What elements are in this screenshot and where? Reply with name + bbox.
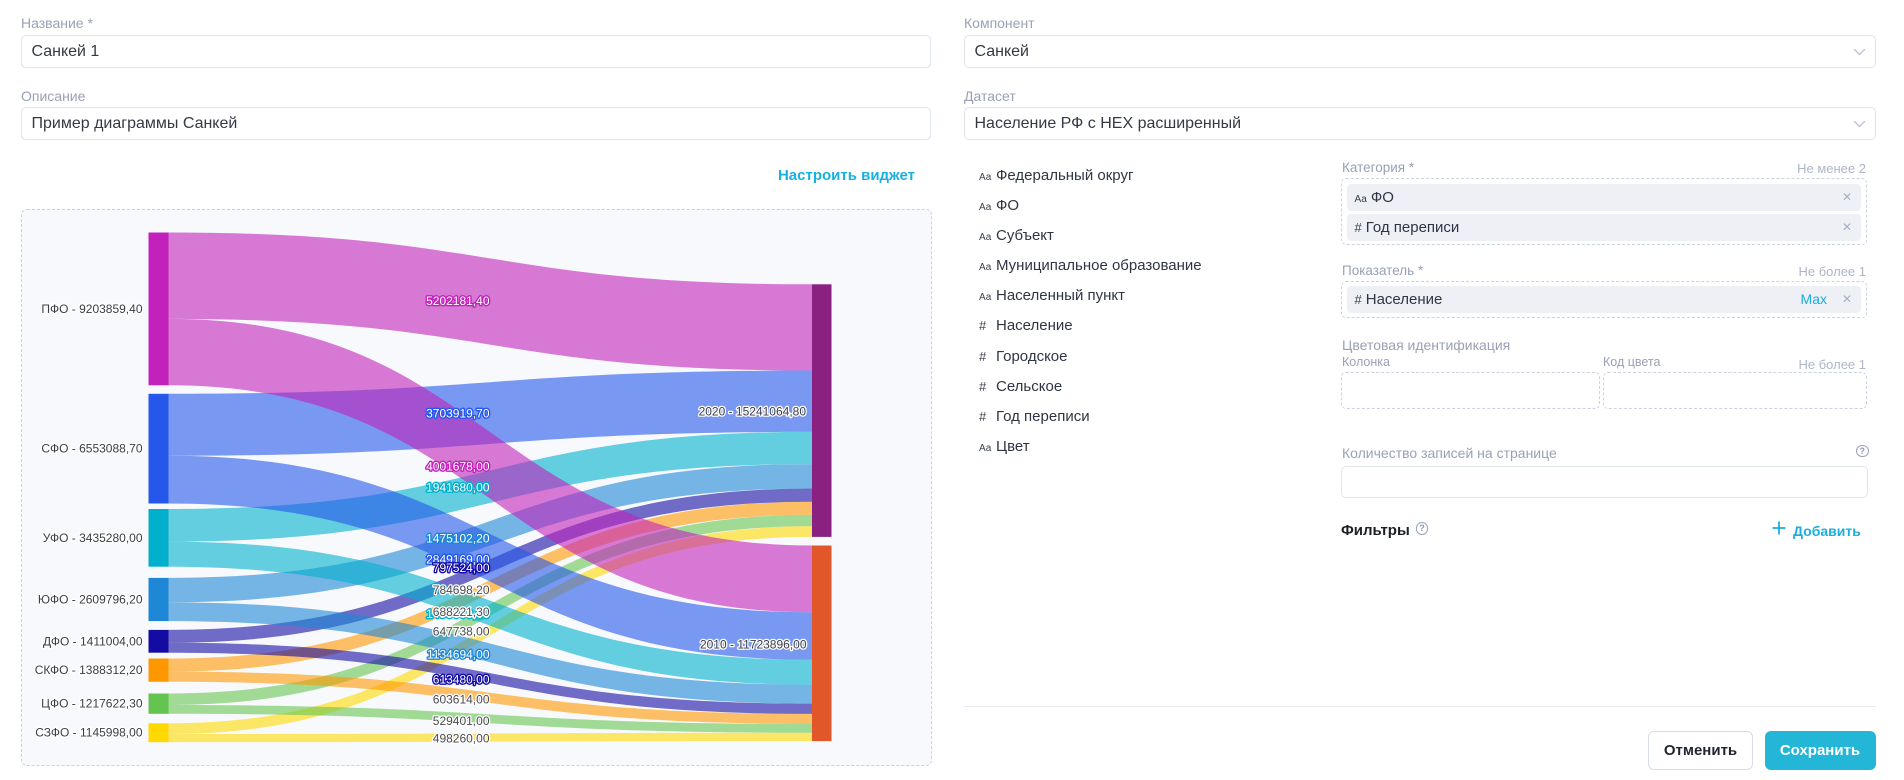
svg-text:1475102,20: 1475102,20 — [426, 531, 490, 545]
svg-text:ЦФО - 1217622,30: ЦФО - 1217622,30 — [41, 696, 143, 710]
svg-text:3703919,70: 3703919,70 — [426, 406, 490, 420]
svg-text:797524,00: 797524,00 — [432, 561, 489, 575]
svg-text:1493600,00: 1493600,00 — [426, 606, 490, 620]
svg-text:5202181,40: 5202181,40 — [426, 294, 490, 308]
svg-text:603614,00: 603614,00 — [432, 692, 489, 706]
svg-text:ПФО - 9203859,40: ПФО - 9203859,40 — [41, 301, 142, 315]
svg-text:1941680,00: 1941680,00 — [426, 480, 490, 494]
svg-text:2010 - 11723896,00: 2010 - 11723896,00 — [699, 637, 806, 651]
svg-text:784698,20: 784698,20 — [432, 583, 489, 597]
svg-text:ДФО - 1411004,00: ДФО - 1411004,00 — [43, 634, 143, 648]
svg-text:СЗФО - 1145998,00: СЗФО - 1145998,00 — [35, 725, 143, 739]
svg-text:2849169,00: 2849169,00 — [426, 552, 490, 566]
svg-text:ЮФО - 2609796,20: ЮФО - 2609796,20 — [37, 592, 142, 606]
svg-text:647738,00: 647738,00 — [432, 624, 489, 638]
svg-text:1134694,00: 1134694,00 — [426, 647, 489, 661]
svg-text:688221,30: 688221,30 — [432, 605, 489, 619]
svg-text:2020 - 15241064,80: 2020 - 15241064,80 — [698, 404, 806, 418]
svg-text:УФО - 3435280,00: УФО - 3435280,00 — [42, 530, 142, 544]
svg-text:613480,00: 613480,00 — [432, 672, 489, 686]
svg-text:СКФО - 1388312,20: СКФО - 1388312,20 — [34, 663, 142, 677]
svg-text:498260,00: 498260,00 — [432, 731, 489, 745]
svg-text:4001678,00: 4001678,00 — [426, 459, 490, 473]
svg-text:529401,00: 529401,00 — [432, 714, 489, 728]
svg-text:СФО - 6553088,70: СФО - 6553088,70 — [41, 441, 143, 455]
